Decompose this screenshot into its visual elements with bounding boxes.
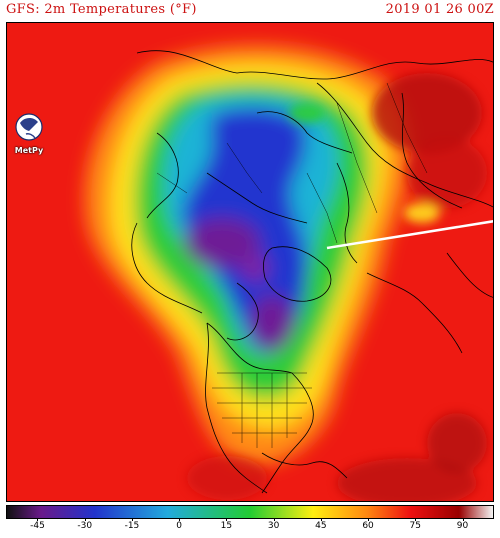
metpy-globe-icon	[15, 113, 43, 141]
title-bar: GFS: 2m Temperatures (°F) 2019 01 26 00Z	[0, 0, 500, 22]
temperature-map	[6, 22, 494, 502]
colorbar-tick-mark	[273, 518, 275, 521]
metpy-logo-text: MetPy	[14, 146, 44, 155]
temperature-details	[187, 73, 487, 501]
colorbar-tick-label: 75	[409, 521, 422, 531]
colorbar-tick-mark	[320, 518, 322, 521]
colorbar-tick-label: -45	[30, 521, 45, 531]
colorbar-tick-label: 0	[176, 521, 183, 531]
colorbar-tick-mark	[415, 518, 417, 521]
colorbar-tick-label: 90	[456, 521, 469, 531]
valid-time: 2019 01 26 00Z	[385, 2, 494, 17]
colorbar	[6, 505, 494, 519]
colorbar-tick-label: -15	[124, 521, 140, 531]
colorbar-tick-label: 45	[315, 521, 327, 531]
map-canvas	[7, 23, 493, 501]
dateline-artifact	[326, 220, 493, 250]
colorbar-tick-label: 15	[220, 521, 233, 531]
coastlines	[131, 50, 493, 494]
colorbar-tick-mark	[368, 518, 370, 521]
temperature-field	[85, 45, 411, 465]
colorbar-tick-mark	[131, 518, 133, 521]
colorbar-tick-label: 30	[267, 521, 280, 531]
colorbar-ticks: -45 -30 -15 0 15 30 45 60 75 90	[6, 518, 494, 536]
colorbar-tick-mark	[462, 518, 464, 521]
map-title: GFS: 2m Temperatures (°F)	[6, 2, 197, 17]
colorbar-tick-label: -30	[77, 521, 93, 531]
colorbar-tick-label: 60	[362, 521, 374, 531]
colorbar-tick-mark	[37, 518, 39, 521]
borders	[156, 82, 428, 448]
metpy-logo: MetPy	[14, 108, 44, 156]
colorbar-tick-mark	[179, 518, 181, 521]
colorbar-tick-mark	[84, 518, 86, 521]
colorbar-tick-mark	[226, 518, 228, 521]
